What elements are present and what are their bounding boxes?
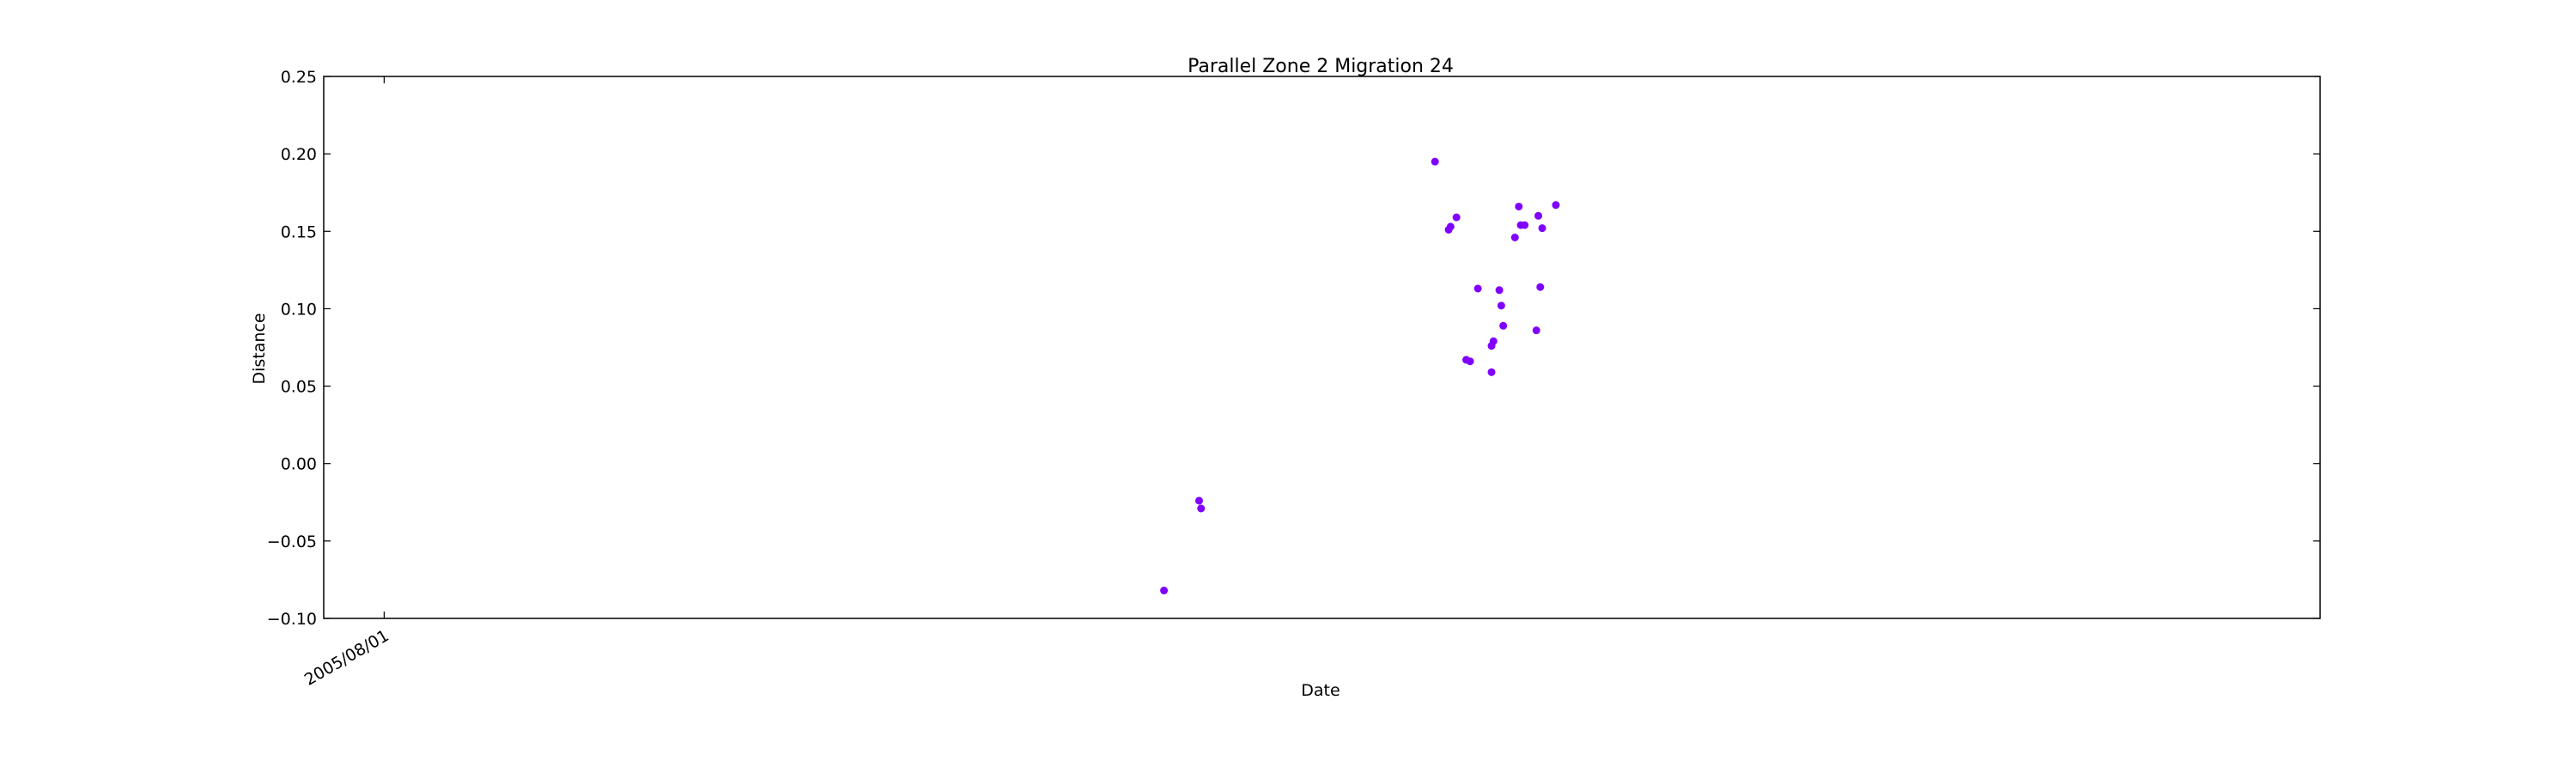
x-axis-label: Date [1301,681,1340,700]
data-point [1497,301,1505,310]
data-point [1536,283,1545,291]
y-tick-label: 0.05 [281,378,317,397]
data-point [1489,337,1498,345]
y-tick-label: 0.10 [281,300,317,319]
y-tick-label: −0.10 [267,610,317,629]
data-point [1452,213,1461,222]
data-point [1160,587,1169,595]
y-axis-label: Distance [250,313,269,384]
data-point [1431,157,1439,166]
data-point [1521,221,1529,229]
data-point [1510,233,1519,241]
data-point [1487,368,1496,376]
data-point [1197,504,1206,513]
data-point [1495,286,1504,295]
data-point [1538,224,1546,233]
y-tick-label: 0.00 [281,455,317,474]
y-tick-label: −0.05 [267,533,317,551]
y-tick-label: 0.20 [281,145,317,164]
plot-area-frame [323,76,2321,619]
data-point [1532,326,1540,335]
data-point [1515,202,1523,210]
data-point [1473,284,1482,293]
data-point [1534,211,1543,220]
data-point [1194,496,1203,505]
y-tick-label: 0.25 [281,68,317,87]
data-points [1160,157,1560,595]
data-point [1466,357,1474,366]
y-tick-label: 0.15 [281,222,317,241]
data-point [1499,321,1508,330]
y-axis-ticks: 0.25 0.20 0.15 0.10 0.05 0.00 −0.05 −0.10 [267,68,2320,629]
chart-title: Parallel Zone 2 Migration 24 [1188,56,1454,77]
data-point [1446,222,1455,231]
data-point [1552,201,1560,210]
